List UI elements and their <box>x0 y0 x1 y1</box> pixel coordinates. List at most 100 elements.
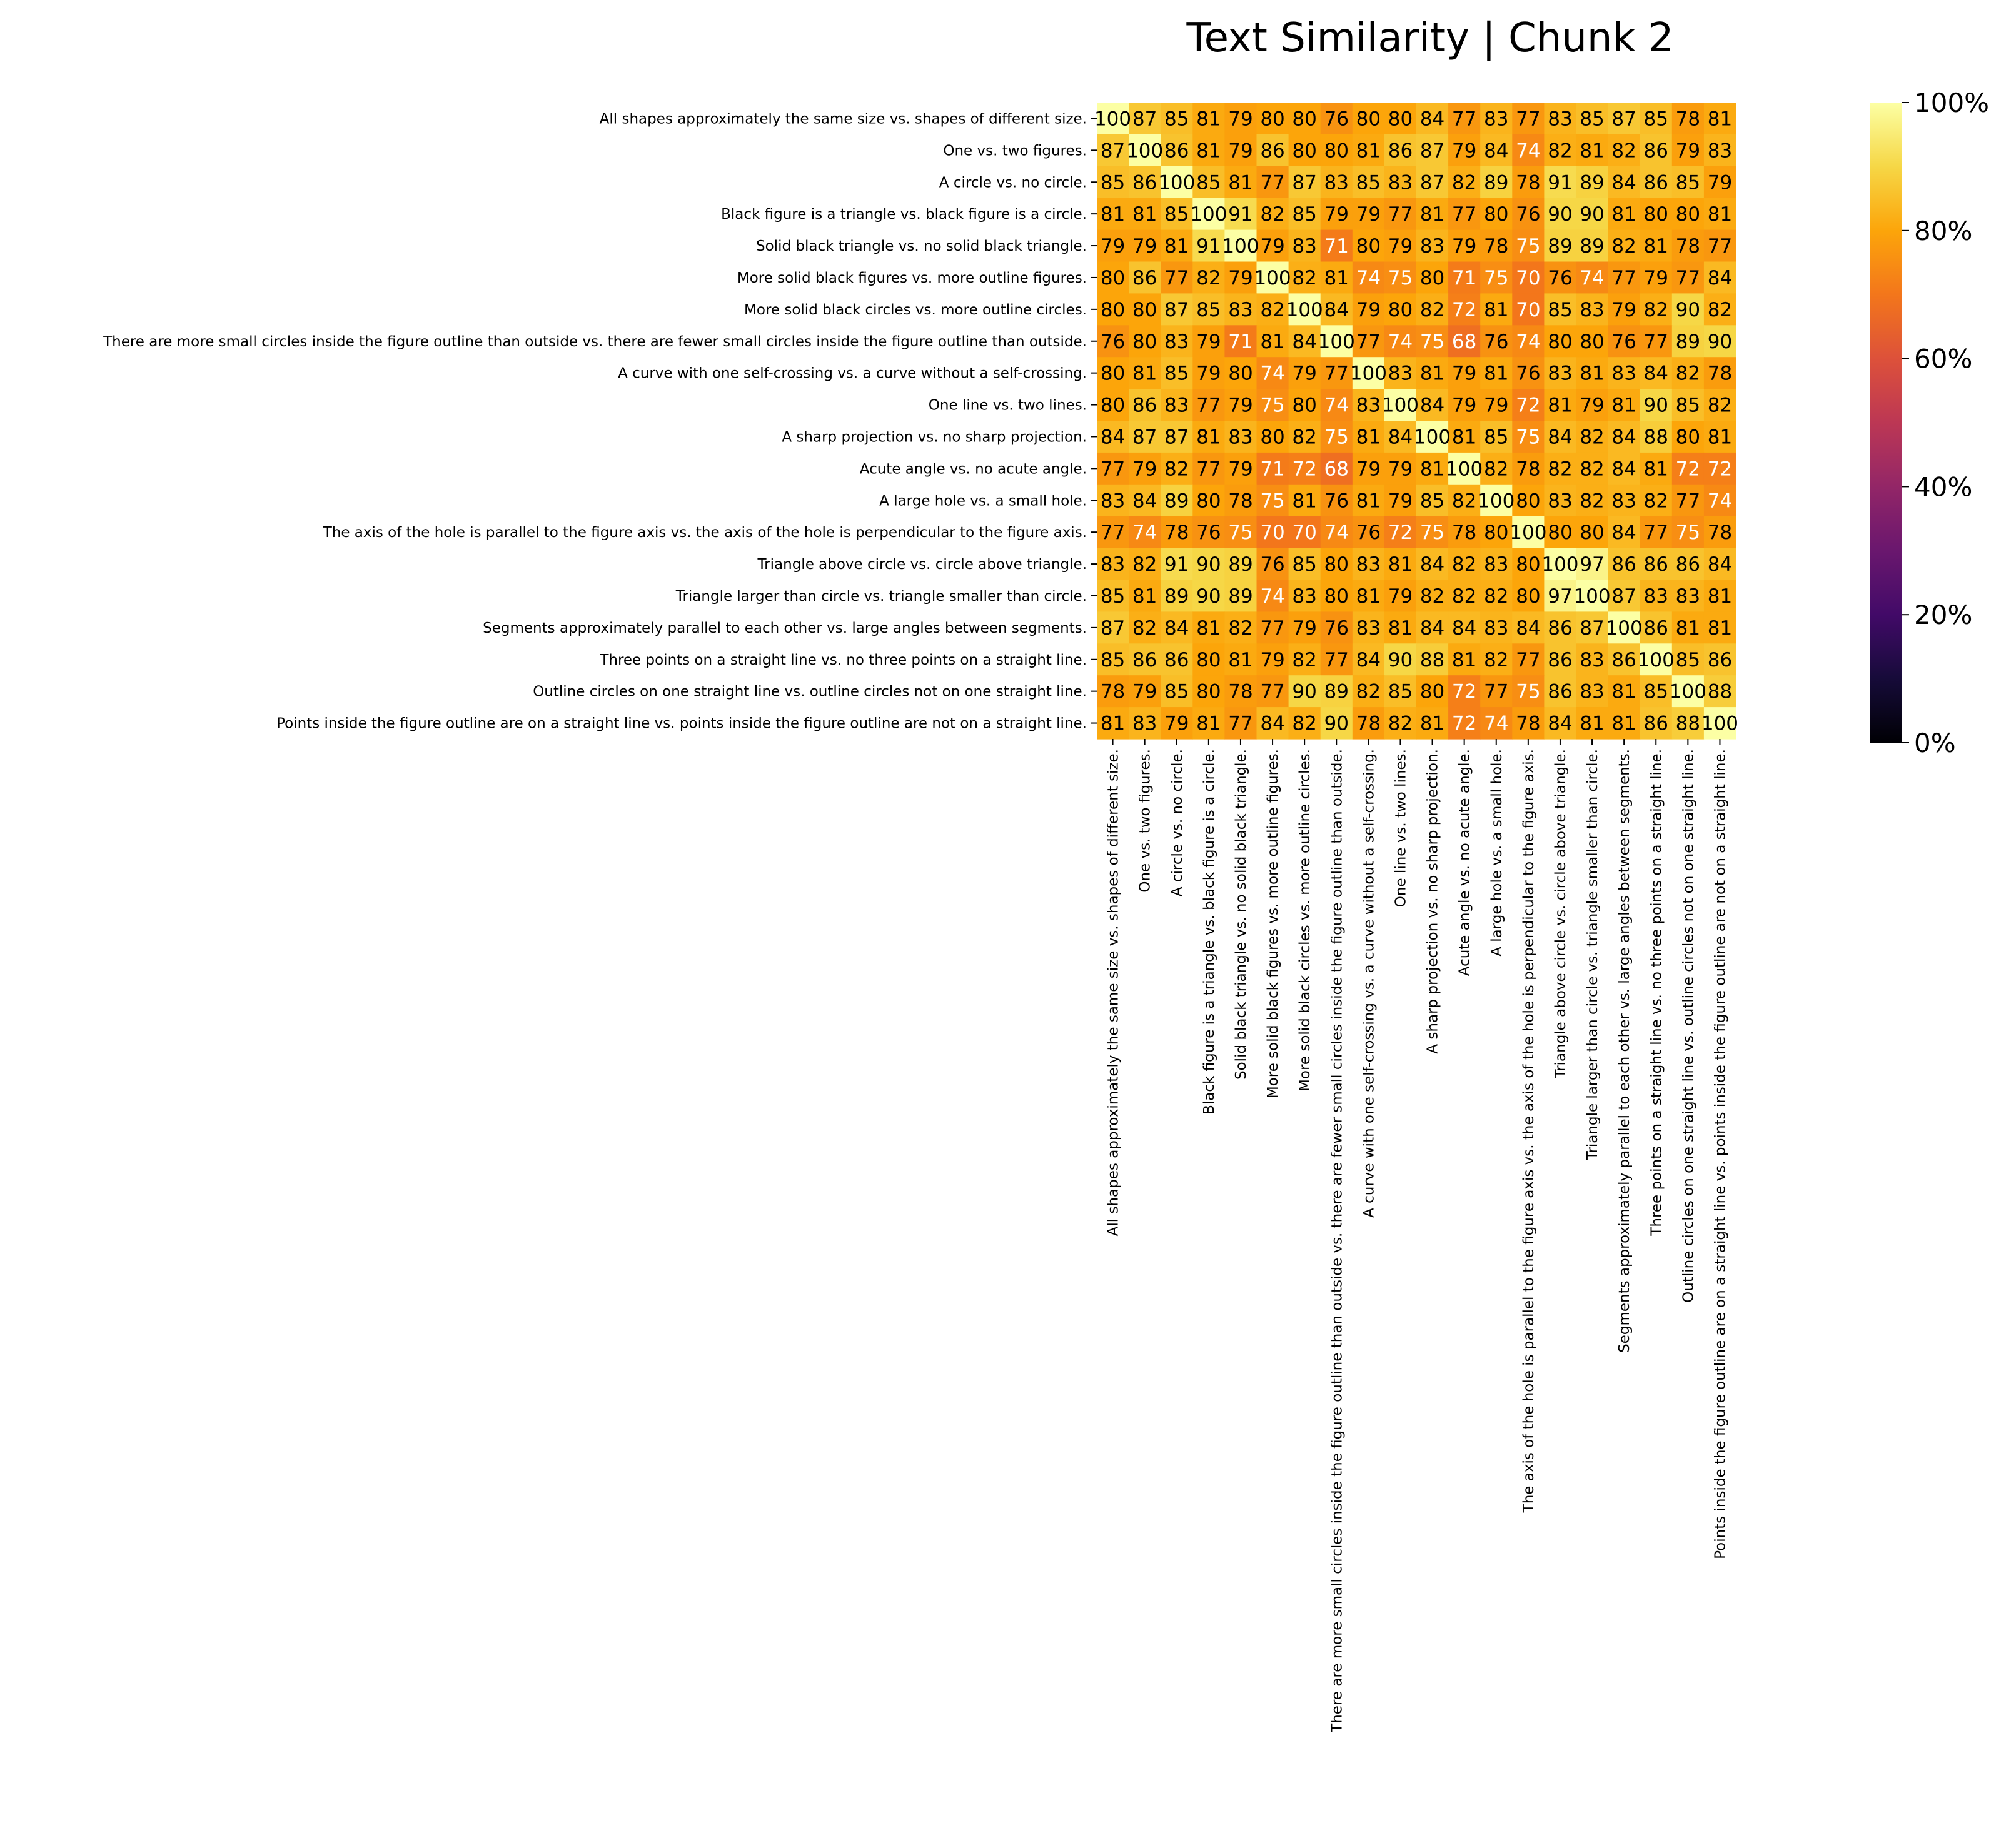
x-tick-label: A circle vs. no circle. <box>1169 749 1186 896</box>
heatmap-cell <box>1671 484 1705 517</box>
heatmap-cell <box>1161 548 1193 581</box>
x-tick-label: There are more small circles inside the … <box>1329 749 1345 1733</box>
cell-value-label: 100 <box>1701 713 1738 735</box>
heatmap-cell <box>1480 325 1513 358</box>
heatmap-cell <box>1416 452 1449 485</box>
cell-value-label: 83 <box>1228 426 1253 448</box>
heatmap-cell <box>1192 452 1225 485</box>
x-axis: All shapes approximately the same size v… <box>1106 739 1728 1733</box>
cell-value-label: 81 <box>1611 681 1636 703</box>
heatmap-cell <box>1416 134 1449 167</box>
cell-value-label: 82 <box>1452 585 1476 608</box>
heatmap-cell <box>1352 675 1385 708</box>
heatmap-cell <box>1416 198 1449 231</box>
cell-value-label: 79 <box>1228 108 1253 130</box>
heatmap-cell <box>1320 261 1353 294</box>
cell-value-label: 79 <box>1708 171 1732 194</box>
heatmap-cell <box>1608 293 1641 326</box>
heatmap-cell <box>1192 229 1225 263</box>
cell-value-label: 81 <box>1324 267 1349 289</box>
cell-value-label: 88 <box>1676 713 1700 735</box>
y-tick-label: Points inside the figure outline are on … <box>276 716 1087 732</box>
heatmap-cell <box>1640 421 1673 453</box>
cell-value-label: 82 <box>1484 649 1508 671</box>
heatmap-cell <box>1224 357 1258 389</box>
heatmap-cell <box>1576 675 1609 708</box>
heatmap-cell <box>1352 611 1385 644</box>
y-axis: All shapes approximately the same size v… <box>103 111 1097 732</box>
cell-value-label: 100 <box>1606 617 1643 640</box>
heatmap-cell <box>1544 452 1577 485</box>
heatmap-cell <box>1192 484 1225 517</box>
cell-value-label: 91 <box>1164 553 1189 576</box>
cell-value-label: 80 <box>1324 553 1349 576</box>
heatmap-cell <box>1097 325 1129 358</box>
cell-value-label: 78 <box>1516 458 1540 480</box>
heatmap-cell <box>1320 484 1353 517</box>
y-tick-label: A large hole vs. a small hole. <box>879 493 1087 509</box>
heatmap-cell <box>1224 548 1258 581</box>
cell-value-label: 90 <box>1196 585 1221 608</box>
cell-value-label: 78 <box>1676 235 1700 258</box>
heatmap-cell <box>1384 134 1417 167</box>
heatmap-cell <box>1448 229 1481 263</box>
heatmap-cell <box>1576 103 1609 135</box>
cell-value-label: 82 <box>1420 299 1444 321</box>
cell-value-label: 72 <box>1676 458 1700 480</box>
cell-value-label: 86 <box>1644 139 1668 162</box>
heatmap-cells <box>1097 103 1736 740</box>
cell-value-label: 78 <box>1708 521 1732 544</box>
colorbar-tick-label: 80% <box>1914 216 1972 246</box>
cell-value-label: 79 <box>1292 363 1316 385</box>
cell-value-label: 82 <box>1196 267 1221 289</box>
cell-value-label: 90 <box>1292 681 1316 703</box>
heatmap-cell <box>1384 484 1417 517</box>
heatmap-cell <box>1097 452 1129 485</box>
cell-value-label: 81 <box>1611 713 1636 735</box>
heatmap-cell <box>1480 707 1513 740</box>
cell-value-label: 68 <box>1452 331 1476 353</box>
cell-value-label: 82 <box>1484 458 1508 480</box>
heatmap-cell <box>1097 198 1129 231</box>
heatmap-cell <box>1576 357 1609 389</box>
heatmap-cell <box>1256 675 1289 708</box>
cell-value-label: 75 <box>1516 235 1540 258</box>
heatmap-cell <box>1224 516 1258 549</box>
cell-value-label: 80 <box>1228 363 1253 385</box>
y-tick-label: A sharp projection vs. no sharp projecti… <box>782 429 1087 445</box>
cell-value-label: 75 <box>1420 331 1444 353</box>
heatmap-cell <box>1512 421 1545 453</box>
cell-value-label: 83 <box>1676 585 1700 608</box>
cell-value-label: 84 <box>1101 426 1125 448</box>
cell-value-label: 100 <box>1350 363 1387 385</box>
heatmap-cell <box>1352 357 1385 389</box>
heatmap-cell <box>1416 166 1449 199</box>
heatmap-cell <box>1544 611 1577 644</box>
cell-value-label: 80 <box>1548 331 1572 353</box>
cell-value-label: 84 <box>1260 713 1284 735</box>
heatmap-cell <box>1097 166 1129 199</box>
heatmap-cell <box>1512 707 1545 740</box>
heatmap-cell <box>1256 103 1289 135</box>
heatmap-cell <box>1671 325 1705 358</box>
cell-value-label: 78 <box>1101 681 1125 703</box>
heatmap-cell <box>1129 229 1161 263</box>
y-tick-label: Solid black triangle vs. no solid black … <box>756 238 1087 254</box>
heatmap-cell <box>1256 421 1289 453</box>
heatmap-cell <box>1703 516 1736 549</box>
heatmap-cell <box>1703 452 1736 485</box>
x-tick-label: One line vs. two lines. <box>1393 749 1409 907</box>
heatmap-cell <box>1703 166 1736 199</box>
cell-value-label: 100 <box>1478 490 1515 512</box>
cell-value-label: 83 <box>1356 394 1381 417</box>
heatmap-cell <box>1320 548 1353 581</box>
heatmap-cell <box>1416 325 1449 358</box>
heatmap-cell <box>1288 452 1321 485</box>
cell-value-label: 97 <box>1580 553 1604 576</box>
heatmap-cell <box>1320 707 1353 740</box>
heatmap-cell <box>1480 134 1513 167</box>
heatmap-cell <box>1512 198 1545 231</box>
heatmap-cell <box>1288 389 1321 421</box>
heatmap-cell <box>1224 452 1258 485</box>
cell-value-label: 81 <box>1196 139 1221 162</box>
